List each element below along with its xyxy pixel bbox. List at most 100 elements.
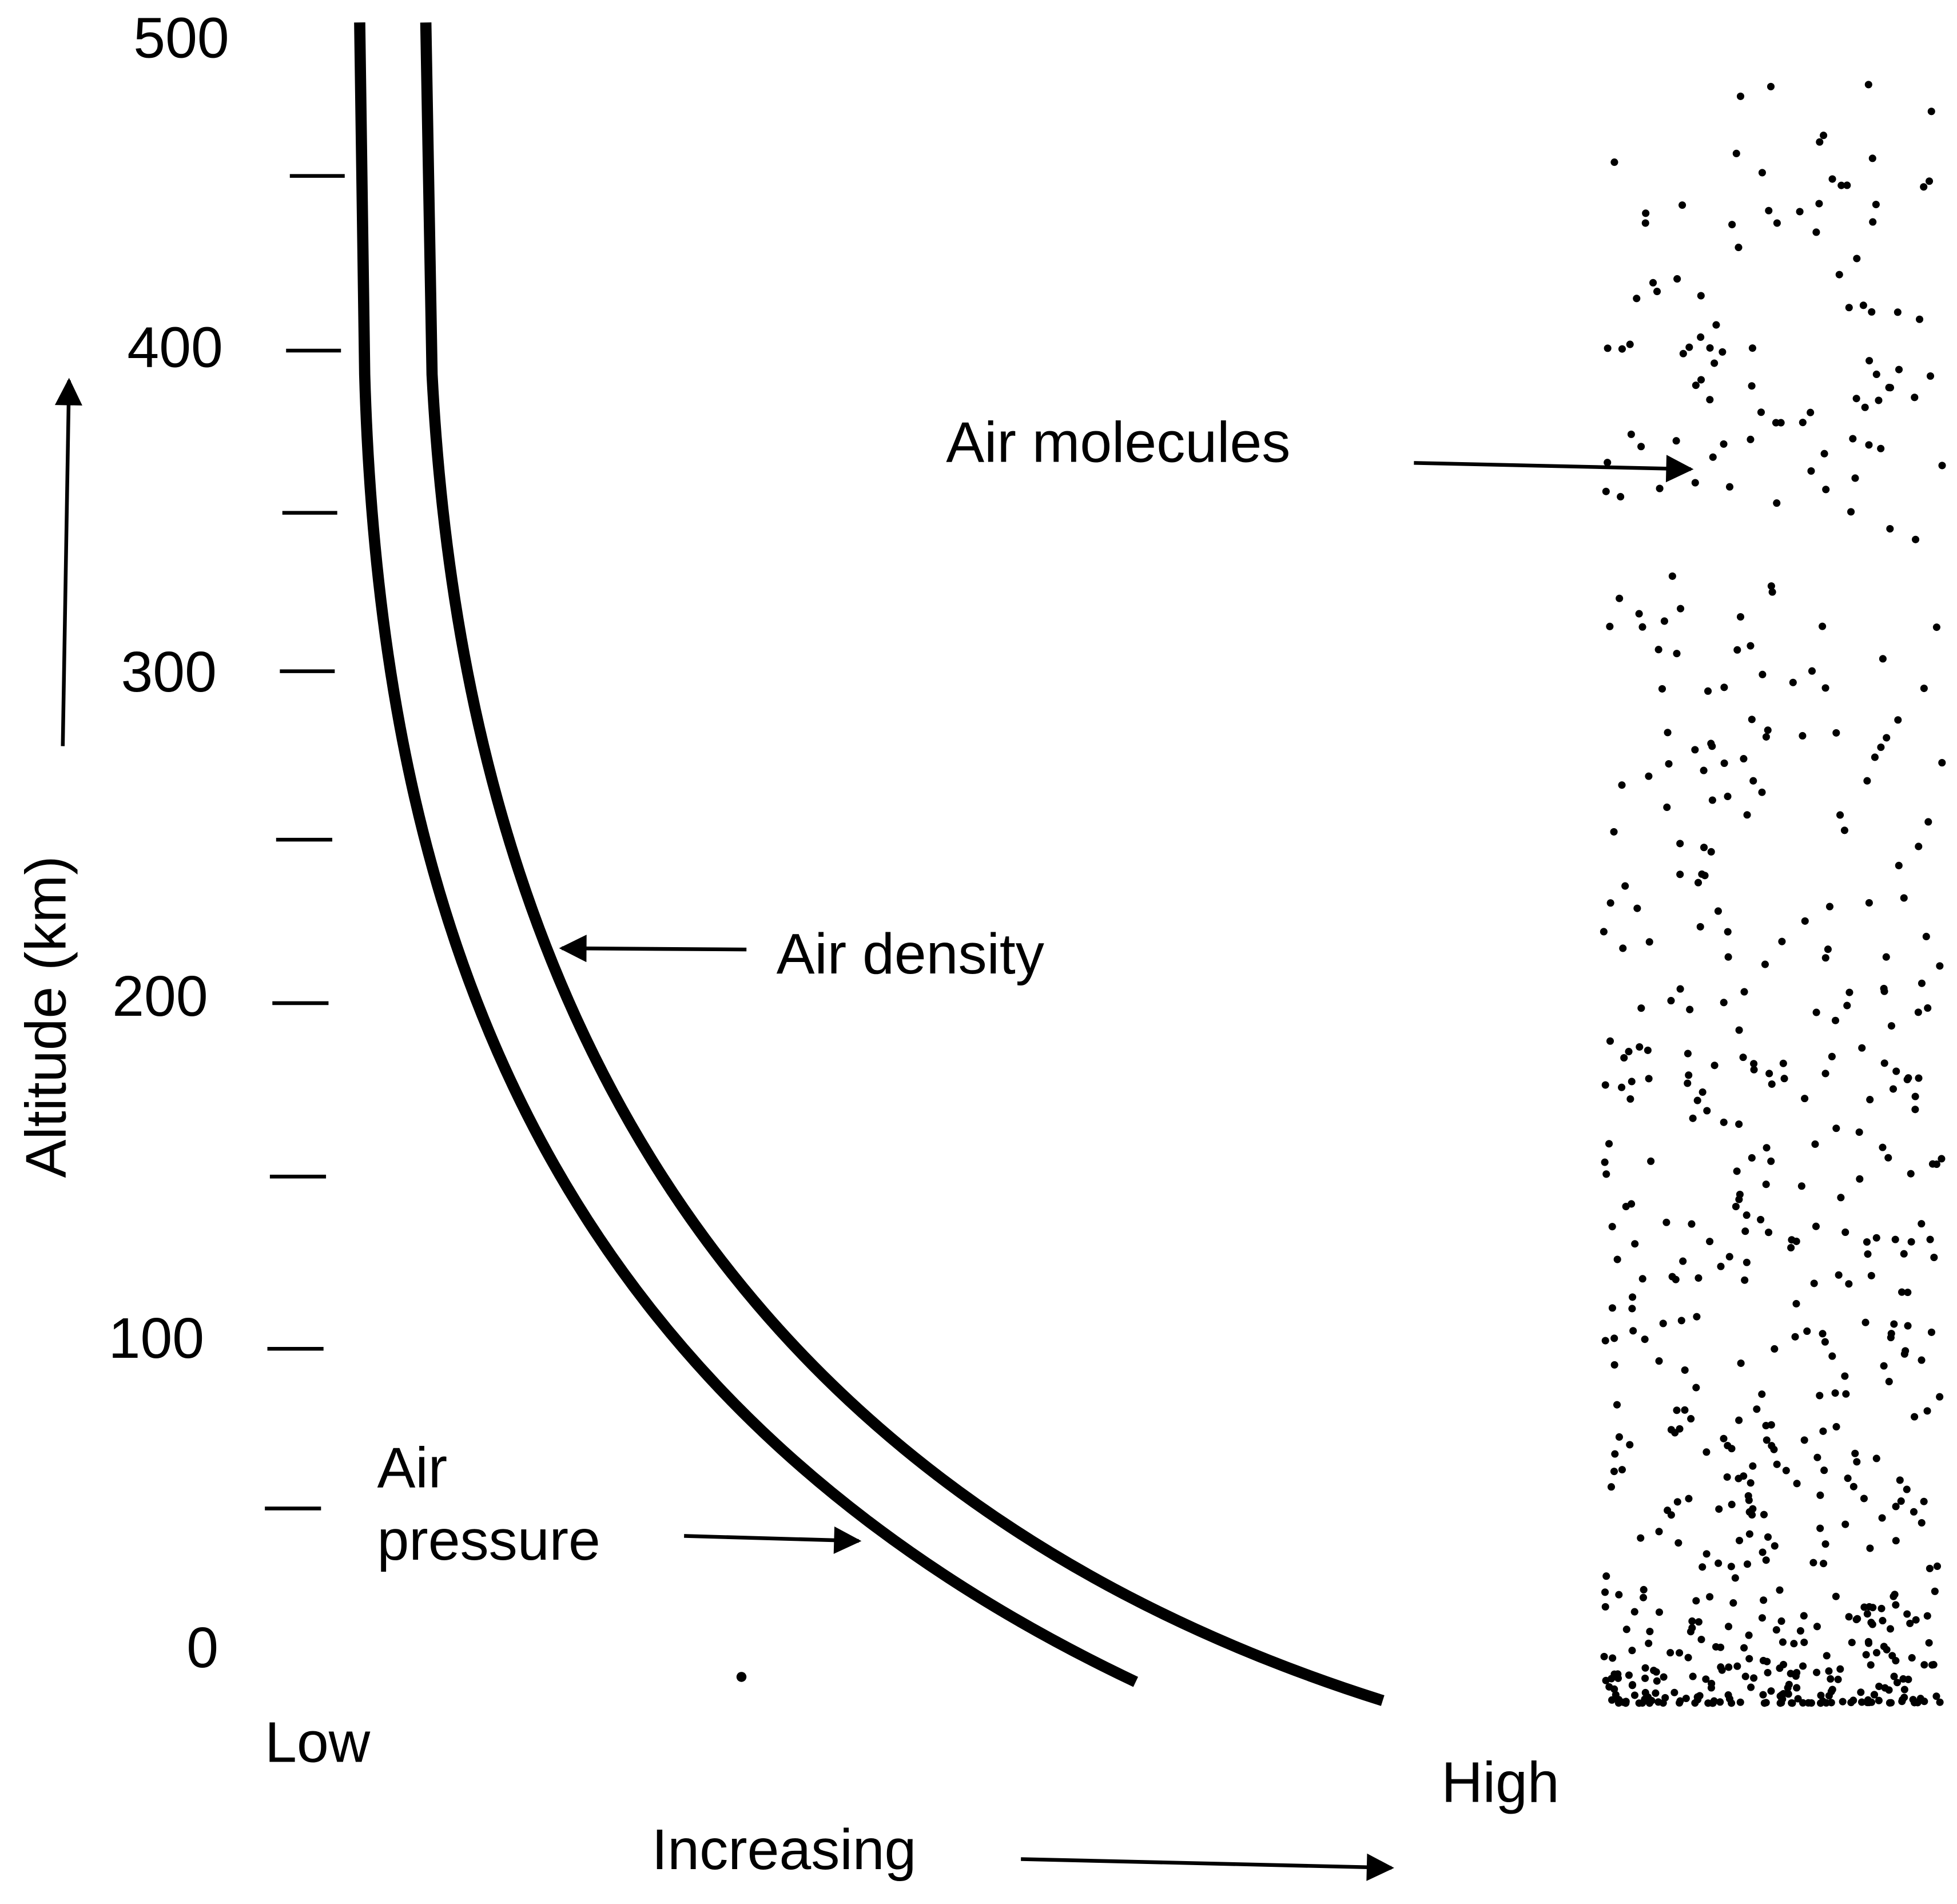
molecule-dot bbox=[1915, 842, 1923, 850]
molecule-dot bbox=[1658, 685, 1666, 693]
molecule-dot bbox=[1831, 1389, 1839, 1397]
molecule-dot bbox=[1655, 1357, 1663, 1365]
molecule-dot bbox=[1809, 1559, 1817, 1567]
molecule-dot bbox=[1872, 1649, 1881, 1657]
molecule-dot bbox=[1757, 1215, 1765, 1223]
molecule-dot bbox=[1828, 1352, 1836, 1360]
molecule-dot bbox=[1653, 1677, 1661, 1685]
molecule-dot bbox=[1637, 1534, 1645, 1542]
molecule-dot bbox=[1889, 1085, 1898, 1093]
molecule-dot bbox=[1926, 1564, 1934, 1572]
molecule-dot bbox=[1816, 1524, 1824, 1532]
molecule-dot bbox=[1685, 343, 1693, 351]
molecule-dot bbox=[1670, 1688, 1678, 1696]
molecule-dot bbox=[1776, 1586, 1784, 1594]
molecule-dot bbox=[1764, 1533, 1772, 1541]
molecule-dot bbox=[1767, 1157, 1775, 1165]
molecule-dot bbox=[1832, 1423, 1840, 1431]
molecule-dot bbox=[1668, 1273, 1676, 1281]
molecule-dot bbox=[1731, 1574, 1739, 1582]
molecule-dot bbox=[1925, 1639, 1933, 1647]
molecule-dot bbox=[1704, 687, 1712, 695]
molecule-dot bbox=[1604, 459, 1612, 467]
molecule-dot bbox=[1626, 340, 1634, 348]
molecule-dot bbox=[1707, 1684, 1715, 1692]
molecule-dot bbox=[1812, 1222, 1820, 1230]
molecule-dot bbox=[1847, 508, 1855, 516]
molecule-dot bbox=[1851, 1449, 1859, 1457]
molecule-dot bbox=[1886, 384, 1895, 392]
molecule-dot bbox=[1737, 1359, 1745, 1368]
molecule-dot bbox=[1706, 396, 1714, 404]
molecule-dot bbox=[1772, 1626, 1780, 1634]
molecule-dot bbox=[1762, 1556, 1770, 1564]
molecule-dot bbox=[1741, 1227, 1749, 1235]
molecule-dot bbox=[1745, 1655, 1753, 1663]
molecule-dot bbox=[1761, 960, 1769, 968]
molecule-dot bbox=[1813, 1668, 1821, 1676]
molecule-dot bbox=[1808, 667, 1816, 675]
molecule-dot bbox=[1715, 1559, 1723, 1567]
molecule-dot bbox=[1720, 999, 1728, 1007]
molecule-dot bbox=[1862, 1651, 1870, 1659]
molecule-dot bbox=[1637, 443, 1645, 451]
molecule-dot bbox=[1600, 1652, 1608, 1660]
air-density-label: Air density bbox=[777, 922, 1044, 986]
molecule-dot bbox=[1879, 1617, 1887, 1625]
molecule-dot bbox=[1676, 605, 1685, 613]
molecule-dot bbox=[1610, 828, 1618, 836]
molecule-dot bbox=[1653, 288, 1661, 296]
molecule-dot bbox=[1816, 1392, 1824, 1400]
air-pressure-label: Air bbox=[377, 1436, 448, 1500]
molecule-dot bbox=[1928, 1160, 1936, 1168]
molecule-dot bbox=[1667, 1511, 1675, 1519]
molecule-dot bbox=[1907, 1238, 1915, 1246]
molecule-dot bbox=[1618, 345, 1626, 353]
molecule-dot bbox=[1796, 208, 1804, 216]
molecule-dot bbox=[1834, 1675, 1842, 1683]
molecule-dot bbox=[1717, 1643, 1725, 1651]
molecule-dot bbox=[1777, 419, 1785, 427]
molecule-dot bbox=[1813, 1623, 1821, 1631]
molecule-dot bbox=[1906, 1619, 1914, 1627]
molecule-dot bbox=[1697, 292, 1705, 300]
molecule-dot bbox=[1793, 1480, 1801, 1488]
molecule-dot bbox=[1725, 1663, 1733, 1671]
molecule-dot bbox=[1628, 1305, 1636, 1313]
molecule-dot bbox=[1878, 1604, 1886, 1612]
molecule-dot bbox=[1788, 1236, 1796, 1244]
molecule-dot bbox=[1745, 1530, 1753, 1538]
molecule-dot bbox=[1696, 923, 1704, 931]
molecule-dot bbox=[1872, 1454, 1880, 1462]
molecule-dot bbox=[1641, 1664, 1649, 1672]
molecule-dot bbox=[1743, 811, 1751, 819]
molecule-dot bbox=[1822, 486, 1830, 494]
molecule-dot bbox=[1845, 988, 1853, 996]
molecule-dot bbox=[1610, 1361, 1618, 1369]
molecule-dot bbox=[1676, 840, 1684, 848]
molecule-dot bbox=[1863, 1610, 1871, 1618]
molecule-dot bbox=[1887, 1022, 1895, 1030]
molecule-dot bbox=[1712, 321, 1720, 329]
molecule-dot bbox=[1875, 1696, 1883, 1704]
molecule-dot bbox=[1753, 1405, 1761, 1413]
molecule-dot bbox=[1727, 1563, 1735, 1571]
molecule-dot bbox=[1851, 474, 1859, 482]
molecule-dot bbox=[1660, 1673, 1668, 1681]
molecule-dot bbox=[1717, 1663, 1725, 1671]
molecule-dot bbox=[1672, 437, 1680, 445]
molecule-dot bbox=[1865, 441, 1873, 449]
molecule-dot bbox=[1649, 279, 1657, 287]
molecule-dot bbox=[1765, 1229, 1773, 1237]
molecule-dot bbox=[1872, 370, 1880, 379]
molecule-dot bbox=[1787, 1243, 1795, 1252]
molecule-dot bbox=[1684, 1653, 1692, 1661]
molecule-dot bbox=[1637, 1004, 1645, 1012]
molecule-dot bbox=[1645, 1639, 1653, 1647]
molecule-dot bbox=[1684, 1079, 1692, 1087]
molecule-dot bbox=[1895, 365, 1903, 373]
molecule-dot bbox=[1699, 1563, 1707, 1571]
molecule-dot bbox=[1763, 1436, 1771, 1444]
molecule-dot bbox=[1617, 492, 1625, 501]
molecule-dot bbox=[1899, 1696, 1907, 1704]
